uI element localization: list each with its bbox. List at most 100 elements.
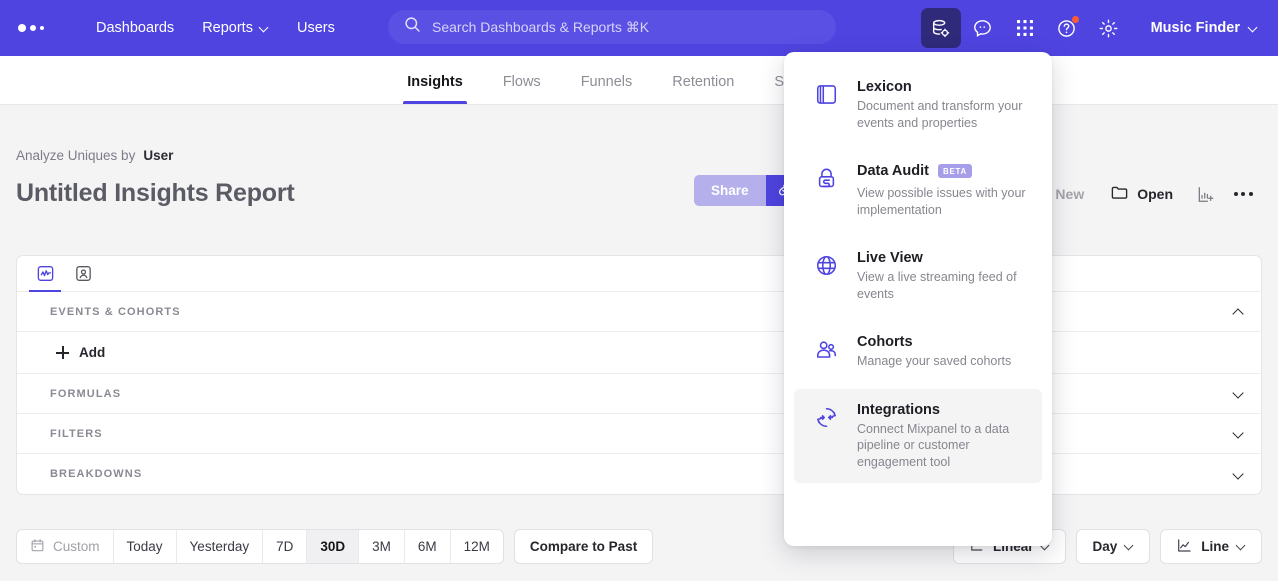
range-6m[interactable]: 6M bbox=[405, 530, 451, 563]
report-header: Analyze Uniques by User Untitled Insight… bbox=[0, 105, 1278, 227]
open-report-label: Open bbox=[1137, 186, 1173, 202]
search-icon bbox=[404, 16, 421, 38]
section-header-formulas[interactable]: FORMULAS bbox=[17, 374, 1261, 414]
range-3m-label: 3M bbox=[372, 539, 391, 554]
add-to-dashboard-icon[interactable] bbox=[1188, 178, 1222, 210]
tab-flows-label: Flows bbox=[502, 74, 541, 90]
date-range-selector: Custom Today Yesterday 7D 30D 3M bbox=[16, 529, 504, 564]
chevron-down-icon bbox=[260, 24, 269, 33]
new-report-label: New bbox=[1055, 186, 1085, 202]
feedback-chat-icon[interactable] bbox=[963, 8, 1003, 48]
line-chart-icon bbox=[1176, 537, 1193, 557]
dropdown-item-data-audit-subtitle: View possible issues with your implement… bbox=[857, 186, 1026, 217]
dropdown-item-data-audit-title: Data Audit BETA bbox=[857, 163, 1034, 179]
dropdown-item-integrations-subtitle: Connect Mixpanel to a data pipeline or c… bbox=[857, 421, 1010, 469]
chevron-down-icon[interactable] bbox=[1234, 388, 1245, 399]
tab-funnels[interactable]: Funnels bbox=[561, 74, 653, 104]
section-label-filters: FILTERS bbox=[50, 427, 103, 440]
query-view-tabs bbox=[17, 256, 1261, 292]
range-yesterday[interactable]: Yesterday bbox=[177, 530, 264, 563]
section-header-events-cohorts[interactable]: EVENTS & COHORTS bbox=[17, 292, 1261, 332]
mixpanel-logo[interactable] bbox=[18, 24, 62, 32]
range-30d[interactable]: 30D bbox=[307, 530, 360, 563]
live-view-title-label: Live View bbox=[857, 250, 923, 266]
plus-icon bbox=[56, 346, 69, 359]
range-today-label: Today bbox=[126, 539, 163, 554]
range-12m-label: 12M bbox=[463, 539, 490, 554]
nav-item-dashboards[interactable]: Dashboards bbox=[82, 12, 188, 44]
dropdown-item-data-audit[interactable]: Data Audit BETA View possible issues wit… bbox=[784, 150, 1052, 231]
analyze-prefix-label: Analyze Uniques by bbox=[16, 148, 136, 163]
chart-type-label: Line bbox=[1201, 539, 1229, 554]
data-management-icon[interactable] bbox=[920, 8, 961, 48]
live-view-globe-icon bbox=[814, 253, 839, 283]
topbar-icon-group: Music Finder bbox=[920, 0, 1264, 56]
dropdown-item-lexicon-text: Lexicon Document and transform your even… bbox=[857, 79, 1034, 131]
dropdown-item-cohorts[interactable]: Cohorts Manage your saved cohorts bbox=[784, 321, 1052, 383]
nav-item-reports-label: Reports bbox=[202, 20, 253, 36]
nav-item-users[interactable]: Users bbox=[283, 12, 349, 44]
tab-retention[interactable]: Retention bbox=[652, 74, 754, 104]
range-30d-label: 30D bbox=[320, 539, 346, 554]
primary-nav: Dashboards Reports Users bbox=[82, 12, 349, 44]
compare-to-past-button[interactable]: Compare to Past bbox=[513, 529, 654, 564]
chevron-down-icon bbox=[1237, 542, 1246, 551]
interval-selector[interactable]: Day bbox=[1076, 529, 1151, 564]
section-header-filters[interactable]: FILTERS bbox=[17, 414, 1261, 454]
data-management-dropdown: Lexicon Document and transform your even… bbox=[784, 52, 1052, 546]
apps-grid-icon[interactable] bbox=[1005, 8, 1045, 48]
open-report-button[interactable]: Open bbox=[1099, 176, 1184, 212]
section-header-breakdowns[interactable]: BREAKDOWNS bbox=[17, 454, 1261, 494]
report-type-tabs: Insights Flows Funnels Retention Signal … bbox=[0, 56, 1278, 105]
interval-label: Day bbox=[1092, 539, 1118, 554]
global-search[interactable] bbox=[388, 10, 836, 44]
range-3m[interactable]: 3M bbox=[359, 530, 405, 563]
range-yesterday-label: Yesterday bbox=[189, 539, 250, 554]
users-view-tab[interactable] bbox=[67, 256, 99, 291]
help-question-icon[interactable] bbox=[1047, 8, 1087, 48]
tab-retention-label: Retention bbox=[672, 74, 735, 90]
analyze-value[interactable]: User bbox=[143, 148, 174, 163]
integrations-title-label: Integrations bbox=[857, 401, 940, 418]
chart-type-selector[interactable]: Line bbox=[1160, 529, 1262, 564]
logo-dot-medium bbox=[30, 25, 36, 31]
chevron-down-icon bbox=[1125, 542, 1134, 551]
chevron-up-icon[interactable] bbox=[1234, 306, 1245, 317]
chevron-down-icon[interactable] bbox=[1234, 469, 1245, 480]
dropdown-item-integrations[interactable]: Integrations Connect Mixpanel to a data … bbox=[794, 388, 1042, 483]
tab-flows[interactable]: Flows bbox=[483, 74, 561, 104]
dropdown-item-cohorts-title: Cohorts bbox=[857, 334, 1034, 350]
dropdown-item-live-view-text: Live View View a live streaming feed of … bbox=[857, 250, 1034, 302]
chart-toolbar: Custom Today Yesterday 7D 30D 3M bbox=[16, 528, 1262, 565]
settings-gear-icon[interactable] bbox=[1089, 8, 1129, 48]
section-label-events-cohorts: EVENTS & COHORTS bbox=[50, 305, 181, 318]
more-options-icon[interactable] bbox=[1226, 178, 1260, 210]
events-view-tab[interactable] bbox=[29, 256, 61, 292]
tab-insights[interactable]: Insights bbox=[387, 74, 483, 104]
beta-badge: BETA bbox=[937, 164, 972, 178]
nav-item-dashboards-label: Dashboards bbox=[96, 20, 175, 36]
new-report-button[interactable]: New bbox=[1044, 179, 1095, 209]
range-7d[interactable]: 7D bbox=[263, 530, 308, 563]
add-event-button[interactable]: Add bbox=[50, 341, 111, 364]
search-input[interactable] bbox=[432, 19, 802, 35]
query-builder-card: EVENTS & COHORTS Add FORMULAS FILTERS BR… bbox=[16, 255, 1262, 495]
range-today[interactable]: Today bbox=[114, 530, 177, 563]
dropdown-item-cohorts-subtitle: Manage your saved cohorts bbox=[857, 354, 1012, 368]
chevron-down-icon[interactable] bbox=[1234, 428, 1245, 439]
dropdown-item-live-view[interactable]: Live View View a live streaming feed of … bbox=[784, 237, 1052, 315]
account-menu[interactable]: Music Finder bbox=[1141, 14, 1264, 42]
dropdown-item-lexicon[interactable]: Lexicon Document and transform your even… bbox=[784, 66, 1052, 144]
dropdown-item-data-audit-text: Data Audit BETA View possible issues wit… bbox=[857, 163, 1034, 218]
range-12m[interactable]: 12M bbox=[451, 530, 503, 563]
more-dots bbox=[1233, 192, 1253, 196]
range-custom[interactable]: Custom bbox=[17, 530, 114, 563]
data-audit-lock-icon bbox=[814, 166, 839, 196]
nav-item-reports[interactable]: Reports bbox=[188, 12, 283, 44]
data-audit-title-label: Data Audit bbox=[857, 163, 929, 179]
notification-badge bbox=[1070, 15, 1080, 24]
share-button[interactable]: Share bbox=[694, 175, 766, 206]
page-title[interactable]: Untitled Insights Report bbox=[16, 179, 295, 207]
cohorts-title-label: Cohorts bbox=[857, 334, 913, 350]
